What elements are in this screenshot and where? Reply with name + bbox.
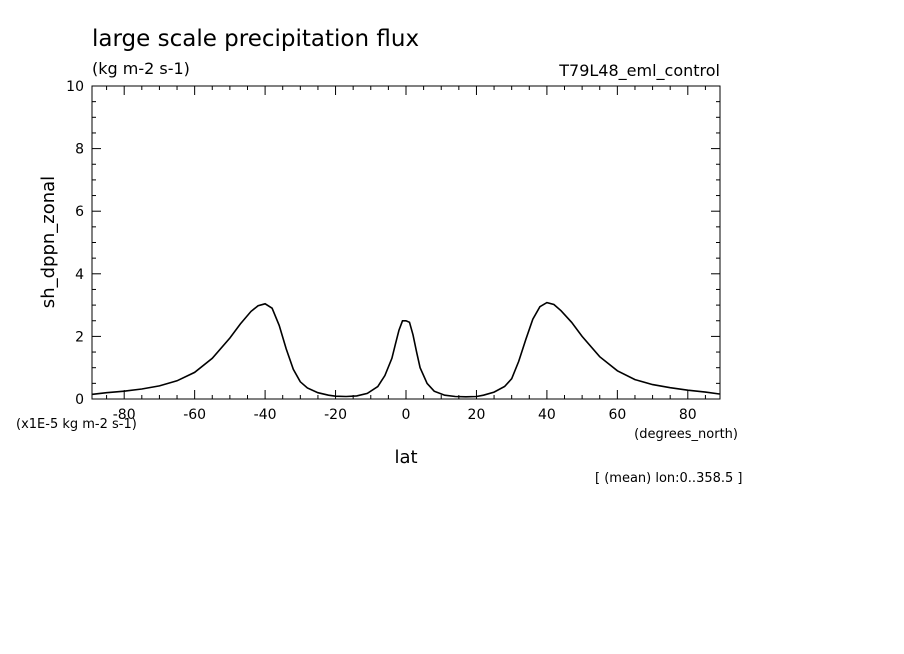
y-axis-ticks [92, 101, 720, 384]
chart-title: large scale precipitation flux [92, 26, 419, 52]
y-tick-label: 6 [75, 204, 84, 220]
y-tick-label: 8 [75, 142, 84, 158]
y-tick-label: 10 [66, 79, 84, 95]
x-tick-label: -40 [254, 407, 277, 423]
y-tick-label: 0 [75, 392, 84, 408]
x-tick-label: -80 [113, 407, 136, 423]
x-tick-label: 0 [402, 407, 411, 423]
x-tick-label: 60 [608, 407, 626, 423]
averaging-note: [ (mean) lon:0..358.5 ] [595, 471, 743, 486]
experiment-label: T79L48_eml_control [558, 61, 720, 81]
y-scale-note: (x1E-5 kg m-2 s-1) [16, 417, 137, 432]
plot-frame [91, 85, 721, 400]
x-tick-labels: -80 -60 -40 -20 0 20 40 60 80 [113, 407, 697, 423]
x-tick-label: 20 [468, 407, 486, 423]
x-tick-label: -60 [183, 407, 206, 423]
y-tick-label: 4 [75, 267, 84, 283]
series-line-sh-dppn-zonal [92, 301, 720, 398]
x-axis-label: lat [394, 447, 417, 468]
x-tick-label: 40 [538, 407, 556, 423]
y-tick-labels: 0 2 4 6 8 10 [66, 79, 84, 408]
y-axis-label: sh_dppn_zonal [38, 176, 59, 308]
x-tick-label: -20 [324, 407, 347, 423]
chart-units: (kg m-2 s-1) [92, 59, 190, 78]
x-axis-units: (degrees_north) [634, 427, 738, 442]
y-tick-label: 2 [75, 329, 84, 345]
x-axis-ticks [106, 86, 706, 399]
x-tick-label: 80 [679, 407, 697, 423]
